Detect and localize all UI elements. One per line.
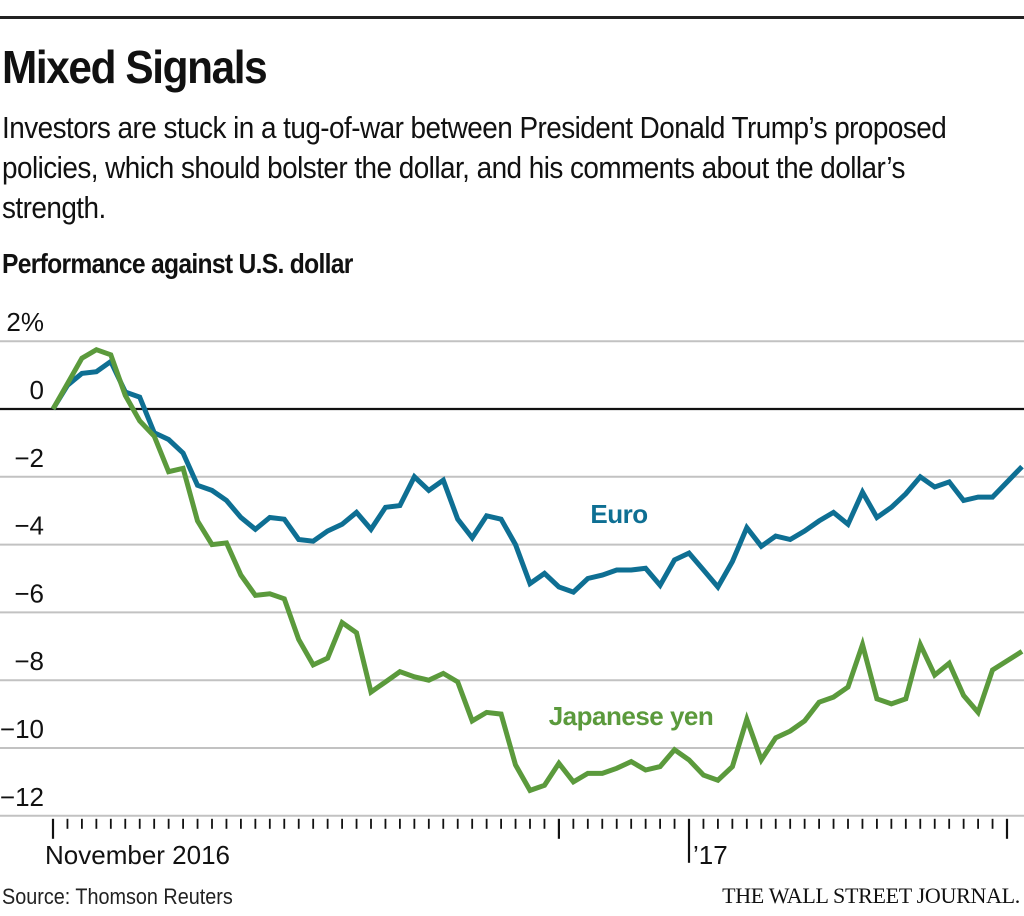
euro-label: Euro <box>590 499 647 529</box>
euro-line <box>50 357 1024 595</box>
source-note: Source: Thomson Reuters <box>2 884 233 909</box>
x-axis: November 2016 ’17 <box>45 818 1009 870</box>
chart-subtitle: Investors are stuck in a tug-of-war betw… <box>2 110 947 225</box>
y-tick-label: 2% <box>6 307 44 337</box>
top-rule <box>0 16 1024 19</box>
y-tick-label: 0 <box>30 375 44 405</box>
y-tick-label: −2 <box>14 443 44 473</box>
yen-line <box>50 346 1024 794</box>
y-axis-labels: 2% 0 −2 −4 −6 −8 −10 −12 <box>0 307 44 812</box>
y-tick-label: −10 <box>0 714 44 744</box>
chart-title: Mixed Signals <box>2 41 268 93</box>
line-chart: 2% 0 −2 −4 −6 −8 −10 −12 November 2016 ’17 Euro J… <box>0 307 1024 870</box>
y-tick-label: −12 <box>0 782 44 812</box>
y-tick-label: −8 <box>14 646 44 676</box>
chart-label: Performance against U.S. dollar <box>2 248 353 279</box>
y-tick-label: −4 <box>14 511 44 541</box>
series-labels: Euro Japanese yen <box>549 499 714 731</box>
x-tick-label: ’17 <box>693 840 728 870</box>
series-lines <box>50 346 1024 794</box>
y-tick-label: −6 <box>14 578 44 608</box>
yen-label: Japanese yen <box>549 701 714 731</box>
publisher-logo: THE WALL STREET JOURNAL. <box>722 883 1020 908</box>
gridlines <box>0 340 1024 817</box>
x-tick-label: November 2016 <box>45 840 230 870</box>
